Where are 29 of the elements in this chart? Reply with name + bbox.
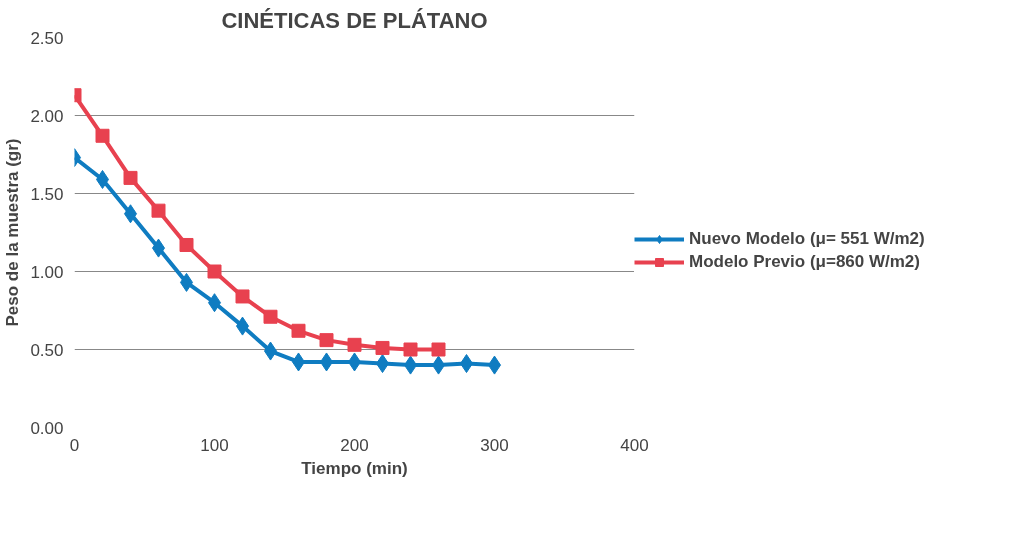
point (235, 289, 250, 304)
legend-label: Modelo Previo (μ=860 W/m2) (689, 252, 920, 272)
x-tick-label: 300 (480, 435, 509, 455)
y-tick-label: 0.50 (30, 340, 64, 360)
point (319, 333, 334, 348)
point (291, 323, 306, 338)
x-tick-label: 200 (340, 435, 369, 455)
point (403, 342, 418, 357)
point (263, 309, 278, 324)
point (151, 203, 166, 218)
point (95, 128, 110, 143)
point (207, 264, 222, 279)
x-tick-label: 0 (69, 435, 80, 455)
x-axis-title: Tiempo (min) (301, 458, 408, 478)
point (347, 337, 362, 352)
point (431, 342, 446, 357)
y-tick-label: 2.00 (30, 106, 64, 126)
y-tick-label: 0.00 (30, 418, 64, 438)
point (123, 170, 138, 185)
chart-title: CINÉTICAS DE PLÁTANO (221, 7, 488, 33)
point (375, 340, 390, 355)
x-tick-label: 100 (200, 435, 229, 455)
y-tick-label: 1.50 (30, 184, 64, 204)
y-axis-title: Peso de la muestra (gr) (3, 138, 23, 327)
point (179, 237, 194, 252)
legend-label: Nuevo Modelo (μ= 551 W/m2) (689, 229, 925, 249)
y-tick-label: 2.50 (30, 28, 64, 48)
x-tick-label: 400 (620, 435, 649, 455)
y-tick-label: 1.00 (30, 262, 64, 282)
